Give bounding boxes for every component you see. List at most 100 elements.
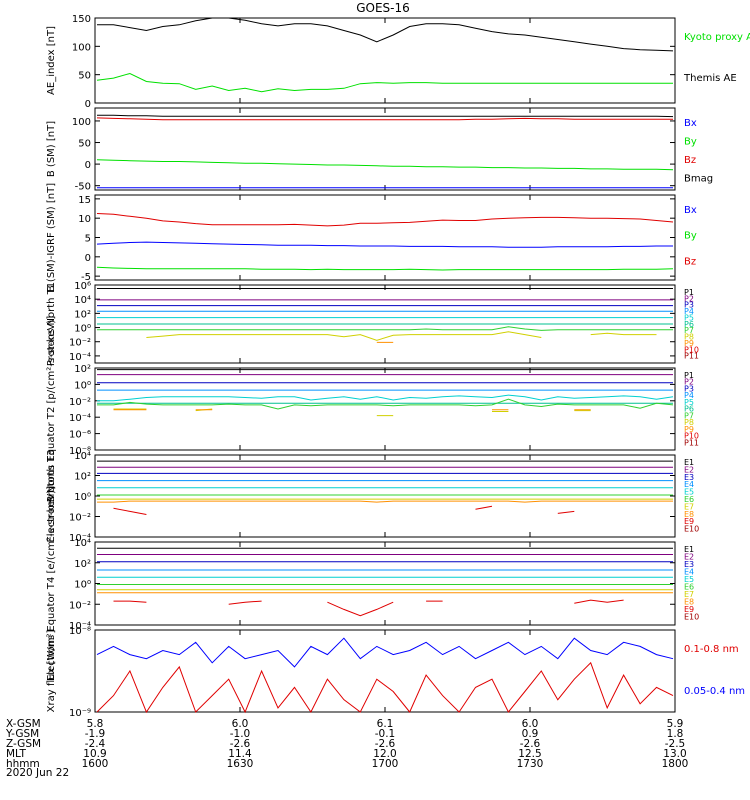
x-tick-value: 5.8 xyxy=(87,718,104,730)
legend-item: Bx xyxy=(684,205,697,216)
plot-title: GOES-16 xyxy=(356,1,410,15)
x-axis-row-label: X-GSM xyxy=(6,718,41,730)
y-axis-label: Electrons North T3 xyxy=(46,449,57,542)
y-axis-label: Protons Equator T2 [p/(cm²-s-sr-keV)] xyxy=(46,316,57,503)
legend-item: E6 xyxy=(684,495,694,504)
y-tick-label: 10⁻⁸ xyxy=(69,626,91,637)
y-axis-label: AE_index [nT] xyxy=(46,26,57,95)
legend-item: E10 xyxy=(684,525,699,534)
y-axis-label: Electrons Equator T4 [e/(cm²-s-sr-keV)] xyxy=(46,486,57,681)
legend-item: E8 xyxy=(684,598,694,607)
legend-item: E4 xyxy=(684,568,694,577)
y-tick-label: 10² xyxy=(74,472,91,483)
y-tick-label: 10⁻⁴ xyxy=(69,621,91,632)
legend-item: P10 xyxy=(684,345,699,354)
y-tick-label: 10⁻⁶ xyxy=(69,430,91,441)
legend-item: P1 xyxy=(684,371,694,380)
series-line-bmag xyxy=(97,114,674,118)
legend-item: P6 xyxy=(684,405,694,414)
panel-peq: 10² 10⁰ 10⁻² 10⁻⁴ 10⁻⁶ 10⁻⁸ Protons Equator T2… xyxy=(46,316,699,503)
legend-item: E5 xyxy=(684,488,694,497)
x-tick-value: 6.0 xyxy=(232,718,249,730)
legend-item: 0.1-0.8 nm xyxy=(684,644,739,655)
panel-bsm: -50 0 50 100 B (SM) [nT] Bx By Bz Bmag xyxy=(46,107,713,193)
y-axis-label: Protons North T1 xyxy=(46,282,57,366)
legend-item: E1 xyxy=(684,458,694,467)
legend-item: By xyxy=(684,231,697,242)
panel-ae: 0 50 100 150 AE_index [nT] Kyoto proxy AE Them… xyxy=(46,14,750,110)
y-tick-label: 10⁰ xyxy=(74,492,91,503)
x-tick-value: -2.5 xyxy=(665,738,686,750)
legend-item: P1 xyxy=(684,288,694,297)
y-tick-label: -50 xyxy=(75,182,91,193)
y-tick-label: 0 xyxy=(85,99,91,110)
legend-item: P3 xyxy=(684,301,694,310)
legend-item: By xyxy=(684,137,697,148)
x-tick-value: -1.0 xyxy=(230,728,251,740)
legend-item: P11 xyxy=(684,438,699,447)
panel-pnorth: 10⁶ 10⁴ 10² 10⁰ 10⁻² 10⁻⁴ Protons North T1 P1P2… xyxy=(46,281,699,366)
y-axis-label: Xray flux [W/m²] xyxy=(46,630,57,713)
legend-item: P5 xyxy=(684,313,694,322)
x-tick-value: 12.5 xyxy=(518,748,541,760)
legend: Bx By Bz Bmag xyxy=(684,118,713,185)
y-tick-label: 10⁻⁴ xyxy=(69,413,91,424)
legend-item: E2 xyxy=(684,465,694,474)
x-tick-value: 0.9 xyxy=(522,728,539,740)
legend-item: P6 xyxy=(684,320,694,329)
legend-item: E3 xyxy=(684,473,694,482)
y-tick-label: 10⁻⁴ xyxy=(69,533,91,544)
y-tick-label: 5 xyxy=(85,234,91,245)
x-tick-value: -2.4 xyxy=(85,738,106,750)
y-tick-label: 10² xyxy=(74,559,91,570)
legend: Bx By Bz xyxy=(684,205,697,267)
series-line-p5 xyxy=(97,394,674,402)
legend-item: Bz xyxy=(684,155,696,166)
legend-item: P9 xyxy=(684,339,694,348)
legend-item: Themis AE xyxy=(683,73,737,84)
legend-item: P8 xyxy=(684,418,694,427)
x-axis-row-label: MLT xyxy=(6,748,26,760)
panel-eeq: 10⁴ 10² 10⁰ 10⁻² 10⁻⁴ Electrons Equator T4 [e… xyxy=(46,486,699,681)
legend-item: Bz xyxy=(684,256,696,267)
x-tick-value: 1600 xyxy=(82,758,109,770)
y-tick-label: 10⁴ xyxy=(74,451,91,462)
legend-item: E10 xyxy=(684,613,699,622)
panel-frame xyxy=(94,629,676,713)
legend-item: E9 xyxy=(684,605,694,614)
y-tick-label: 10⁶ xyxy=(74,281,91,292)
legend-item: E7 xyxy=(684,590,694,599)
legend-item: E2 xyxy=(684,553,694,562)
legend-item: 0.05-0.4 nm xyxy=(684,686,745,697)
y-tick-label: 10⁻² xyxy=(69,513,91,524)
series-line-kyoto-proxy-ae xyxy=(96,72,673,93)
series-line-e9 xyxy=(113,505,575,515)
x-tick-value: 5.9 xyxy=(667,718,684,730)
x-axis-row-label: Y-GSM xyxy=(5,728,39,740)
x-tick-value: 1800 xyxy=(662,758,689,770)
x-tick-value: 6.0 xyxy=(522,718,539,730)
x-tick-value: -2.6 xyxy=(375,738,396,750)
x-tick-value: 1730 xyxy=(517,758,544,770)
legend-item: Bmag xyxy=(684,174,713,185)
series-line-by xyxy=(96,266,674,271)
y-axis-label: B (SM) [nT] xyxy=(46,121,57,177)
legend: 0.1-0.8 nm 0.05-0.4 nm xyxy=(684,644,745,697)
legend-item: P4 xyxy=(684,307,694,316)
y-tick-label: 10⁴ xyxy=(74,295,91,306)
y-tick-label: 0 xyxy=(85,253,91,264)
x-axis-row-label: Z-GSM xyxy=(6,738,41,750)
legend-item: E6 xyxy=(684,583,694,592)
date-label: 2020 Jun 22 xyxy=(6,767,69,779)
y-tick-label: 10 xyxy=(78,214,91,225)
legend-item: P7 xyxy=(684,326,694,335)
y-tick-label: 0 xyxy=(85,160,91,171)
